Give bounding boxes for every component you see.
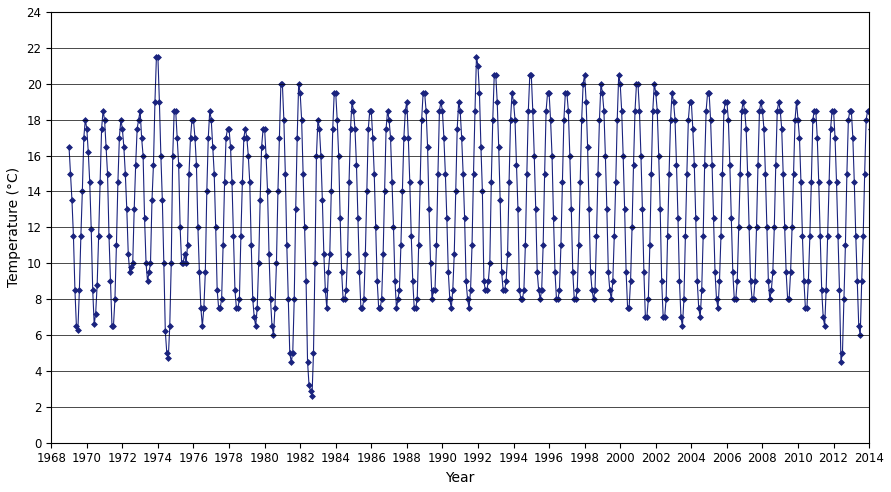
X-axis label: Year: Year [446, 471, 475, 485]
Y-axis label: Temperature (°C): Temperature (°C) [7, 167, 21, 287]
